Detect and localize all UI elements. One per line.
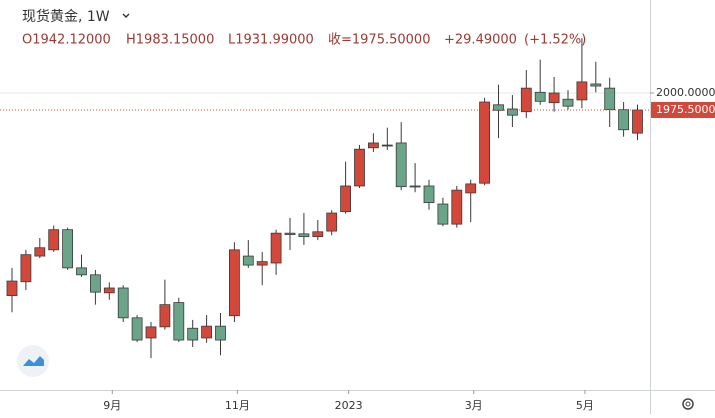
candle-body: [20, 254, 32, 283]
candle-body: [103, 287, 115, 294]
candle-body: [6, 280, 18, 297]
candle-body: [173, 302, 185, 341]
candle-body: [242, 255, 254, 266]
chart-title: 现货黄金, 1W: [22, 8, 110, 25]
candle-body: [62, 229, 73, 269]
gear-hub[interactable]: [685, 401, 691, 407]
candle-body: [90, 274, 101, 293]
x-tick-label: 5月: [576, 399, 594, 412]
candle-body: [131, 317, 143, 341]
candle-body: [354, 148, 365, 187]
candle-body: [423, 185, 435, 204]
candle-body: [576, 81, 588, 101]
candle-body: [201, 325, 213, 339]
candle-body: [590, 83, 602, 87]
x-tick-label: 3月: [465, 399, 483, 412]
ohlc-change: +29.49000: [444, 33, 517, 48]
x-tick-label: 9月: [103, 399, 121, 412]
candle-body: [159, 304, 171, 328]
candle-body: [437, 203, 449, 225]
candle-body: [145, 326, 157, 339]
candle-body: [381, 144, 393, 147]
x-tick-label: 11月: [225, 399, 250, 412]
ohlc-open: O1942.12000: [22, 33, 111, 48]
candle-body: [604, 87, 616, 111]
candle-body: [312, 231, 324, 238]
ohlc-high: H1983.15000: [126, 33, 214, 48]
y-tick-label: 2000.00000: [656, 86, 715, 99]
ohlc-change-pct: (+1.52%): [524, 33, 586, 48]
candle-body: [451, 189, 463, 225]
last-price-box: [651, 101, 715, 118]
candle-body: [409, 185, 421, 188]
candle-body: [76, 267, 87, 276]
candle-body: [117, 287, 129, 319]
settings-icon[interactable]: [682, 398, 694, 410]
candle-body: [562, 98, 574, 107]
candle-body: [618, 109, 629, 131]
candle-body: [298, 233, 310, 238]
candle-body: [340, 185, 352, 213]
candle-body: [367, 142, 379, 149]
candle-body: [326, 212, 338, 232]
candle-body: [520, 87, 532, 113]
candle-body: [479, 101, 491, 184]
candle-body: [534, 91, 546, 102]
candle-body: [187, 327, 199, 341]
last-price-label: 1975.50000: [656, 103, 715, 116]
candle-body: [270, 232, 282, 264]
candle-body: [506, 108, 518, 116]
logo-circle[interactable]: [17, 345, 49, 377]
candle-body: [34, 247, 46, 257]
candle-body: [228, 249, 240, 317]
candle-body: [256, 261, 268, 266]
ohlc-low: L1931.99000: [228, 33, 314, 48]
candle-body: [284, 232, 296, 235]
gear-ring[interactable]: [682, 398, 694, 410]
ohlc-close: 收=1975.50000: [328, 33, 430, 48]
logo-shape[interactable]: [23, 356, 44, 366]
candle-body: [395, 142, 407, 188]
candle-body: [548, 92, 560, 104]
symbol-dropdown[interactable]: [122, 13, 130, 18]
candle-body: [632, 109, 643, 134]
candle-body: [48, 229, 60, 251]
x-tick-label: 2023: [335, 399, 363, 412]
candle-body: [465, 183, 477, 194]
logo[interactable]: [17, 345, 49, 377]
candle-body: [215, 325, 226, 341]
